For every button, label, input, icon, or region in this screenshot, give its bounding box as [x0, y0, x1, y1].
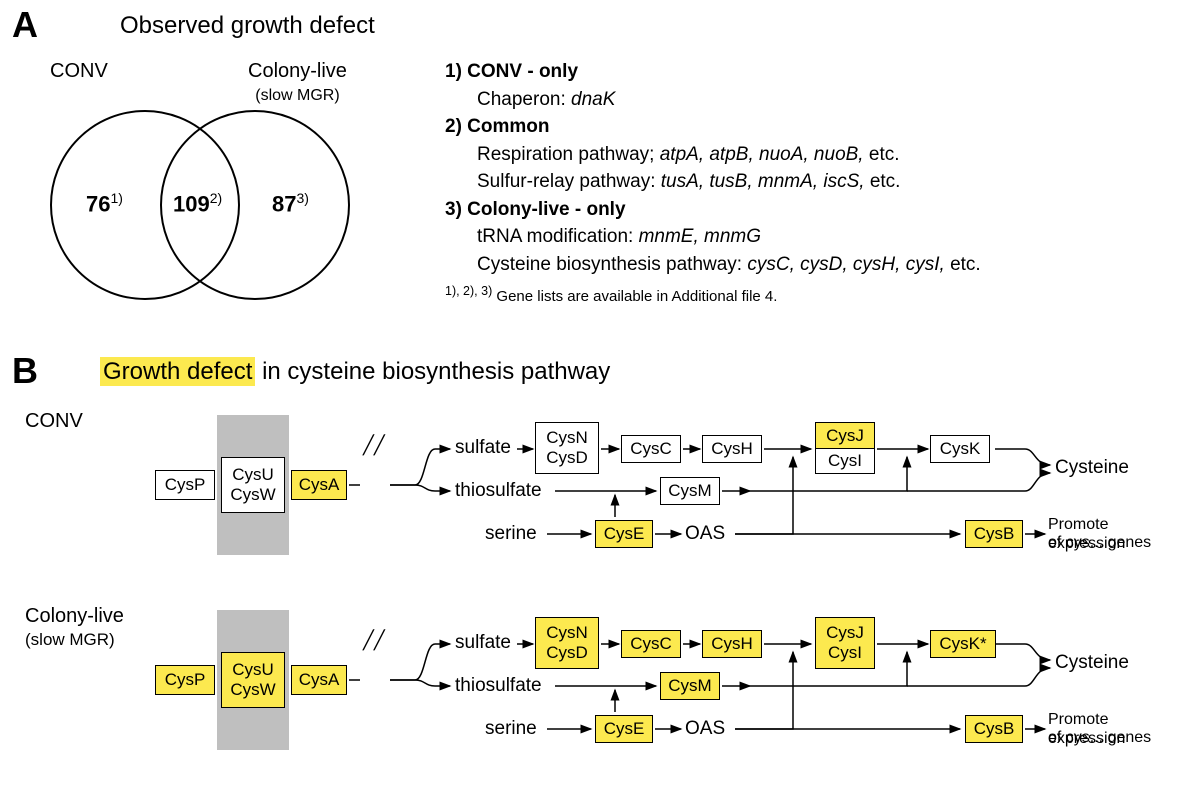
legend-g3-title: 3) Colony-live - only: [445, 196, 1185, 224]
legend-g2-genes1: atpA, atpB, nuoA, nuoB,: [660, 144, 864, 165]
venn-left-label: CONV: [50, 60, 108, 83]
legend-foot-sup: 1), 2), 3): [445, 284, 492, 298]
pathway-diagram-0: CysPCysUCysWCysACysNCysDCysCCysHCysJCysI…: [155, 415, 1185, 560]
legend-g1-title: 1) CONV - only: [445, 58, 1185, 86]
panel-a-legend: 1) CONV - only Chaperon: dnaK 2) Common …: [445, 58, 1185, 308]
venn-right-label: Colony-live (slow MGR): [248, 60, 347, 106]
row-colony-sublabel: (slow MGR): [25, 630, 115, 649]
arrows: [155, 415, 1185, 565]
venn-center-sup: 2): [210, 190, 222, 206]
legend-g2-title: 2) Common: [445, 113, 1185, 141]
pathway-diagram-1: CysPCysUCysWCysACysNCysDCysCCysHCysJCysI…: [155, 610, 1185, 755]
panel-a-label: A: [12, 4, 38, 46]
venn-right-sup: 3): [296, 190, 308, 206]
legend-foot-text: Gene lists are available in Additional f…: [496, 288, 777, 305]
legend-g3-etc2: etc.: [950, 254, 981, 275]
venn-right-label-line1: Colony-live: [248, 60, 347, 82]
arrows: [155, 610, 1185, 760]
row-colony-label: Colony-live (slow MGR): [25, 605, 124, 651]
panel-b-title-highlight: Growth defect: [100, 357, 255, 386]
legend-g3-line2: Cysteine biosynthesis pathway:: [477, 254, 742, 275]
legend-g2-genes2: tusA, tusB, mnmA, iscS,: [661, 171, 865, 192]
venn-right-label-line2: (slow MGR): [255, 87, 339, 104]
venn-center-num: 109: [173, 191, 210, 216]
legend-g2-etc2: etc.: [870, 171, 901, 192]
legend-g2-line2: Sulfur-relay pathway:: [477, 171, 655, 192]
legend-g1-genes: dnaK: [571, 89, 615, 110]
venn-center-value: 1092): [173, 190, 222, 217]
venn-left-value: 761): [86, 190, 123, 217]
panel-b-title: Growth defect in cysteine biosynthesis p…: [100, 358, 610, 386]
legend-g2-etc1: etc.: [869, 144, 900, 165]
panel-b-label: B: [12, 350, 38, 392]
row-conv-label: CONV: [25, 410, 83, 433]
legend-g1-line: Chaperon:: [477, 89, 566, 110]
venn-left-sup: 1): [110, 190, 122, 206]
venn-diagram: CONV Colony-live (slow MGR) 761) 1092) 8…: [40, 60, 440, 320]
panel-b-title-rest: in cysteine biosynthesis pathway: [255, 358, 610, 385]
legend-g3-genes1: mnmE, mnmG: [639, 226, 761, 247]
legend-g3-genes2: cysC, cysD, cysH, cysI,: [747, 254, 944, 275]
venn-right-value: 873): [272, 190, 309, 217]
panel-a-title: Observed growth defect: [120, 12, 375, 40]
legend-g2-line1: Respiration pathway;: [477, 144, 654, 165]
venn-right-num: 87: [272, 191, 296, 216]
venn-left-num: 76: [86, 191, 110, 216]
legend-g3-line1: tRNA modification:: [477, 226, 633, 247]
row-colony-label-text: Colony-live: [25, 605, 124, 627]
